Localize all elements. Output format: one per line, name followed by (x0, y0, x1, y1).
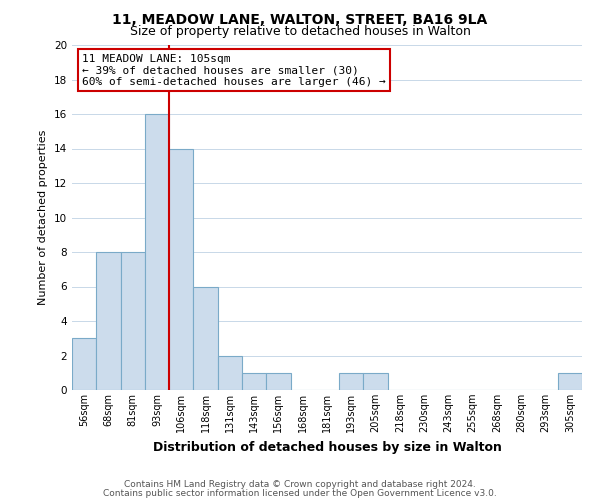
Bar (339, 373, 364, 390)
Bar (242, 373, 266, 390)
Bar (145, 114, 169, 390)
Text: Contains HM Land Registry data © Crown copyright and database right 2024.: Contains HM Land Registry data © Crown c… (124, 480, 476, 489)
Bar (266, 373, 290, 390)
Bar (72, 338, 96, 390)
Bar (364, 373, 388, 390)
Bar (121, 252, 145, 390)
Y-axis label: Number of detached properties: Number of detached properties (38, 130, 49, 305)
Text: 11, MEADOW LANE, WALTON, STREET, BA16 9LA: 11, MEADOW LANE, WALTON, STREET, BA16 9L… (112, 12, 488, 26)
Text: Size of property relative to detached houses in Walton: Size of property relative to detached ho… (130, 25, 470, 38)
Bar (193, 286, 218, 390)
X-axis label: Distribution of detached houses by size in Walton: Distribution of detached houses by size … (152, 440, 502, 454)
Text: Contains public sector information licensed under the Open Government Licence v3: Contains public sector information licen… (103, 488, 497, 498)
Bar (96, 252, 121, 390)
Bar (218, 356, 242, 390)
Bar (558, 373, 582, 390)
Text: 11 MEADOW LANE: 105sqm
← 39% of detached houses are smaller (30)
60% of semi-det: 11 MEADOW LANE: 105sqm ← 39% of detached… (82, 54, 386, 87)
Bar (169, 148, 193, 390)
